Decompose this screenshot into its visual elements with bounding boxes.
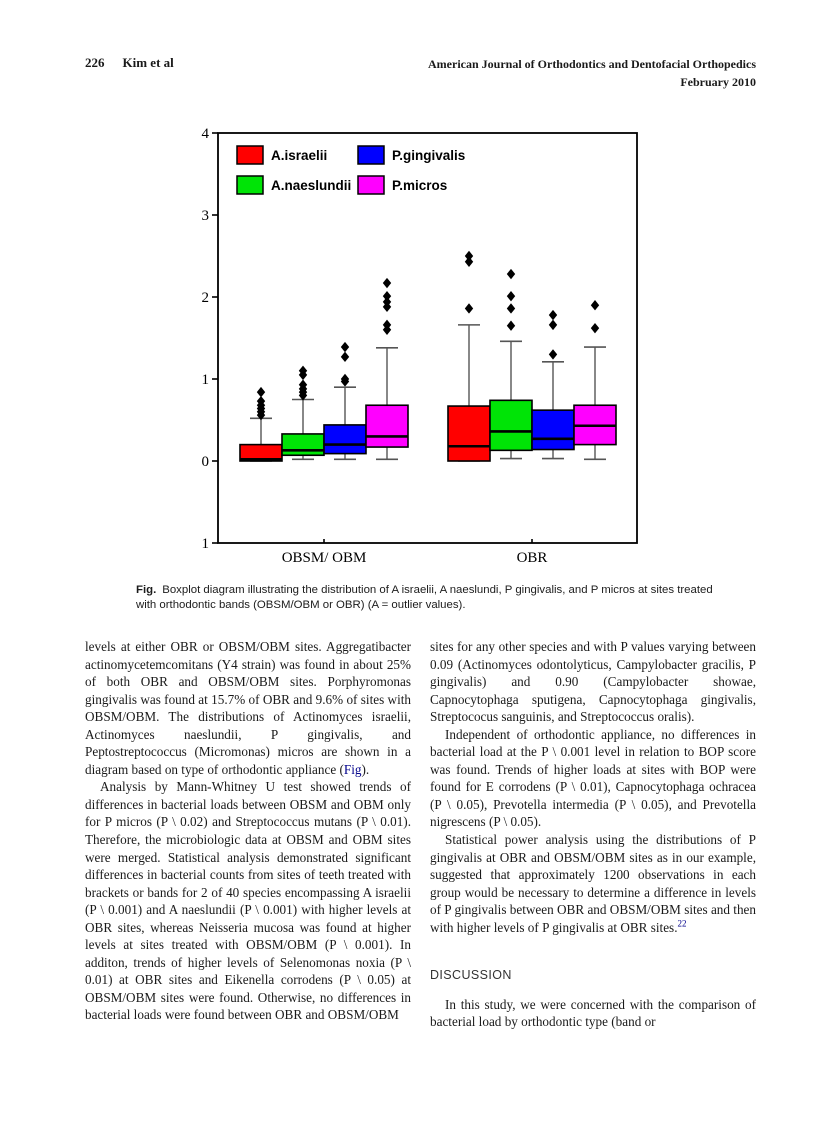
outlier-point [548,319,558,331]
figure-caption-text: Boxplot diagram illustrating the distrib… [136,584,713,612]
outlier-point [506,268,516,280]
legend-label: A.naeslundii [271,178,351,193]
outlier-point [464,250,474,262]
paragraph: levels at either OBR or OBSM/OBM sites. … [85,638,411,778]
box-A.naeslundii-obr [489,268,533,460]
text-run: Independent of orthodontic appliance, no… [430,726,756,830]
box-P.gingivalis-obsm-obm [323,341,367,461]
outlier-point [382,296,392,308]
legend-swatch [236,145,264,165]
outlier-point [382,277,392,289]
outlier-point [298,365,308,376]
y-tick-label: 2 [202,290,210,306]
text-run: Analysis by Mann-Whitney U test showed t… [85,779,411,1023]
outlier-point [340,341,350,353]
section-heading: DISCUSSION [430,968,512,983]
paragraph: Independent of orthodontic appliance, no… [430,726,756,831]
figure-caption: Fig. Boxplot diagram illustrating the dis… [136,583,714,614]
outlier-point [464,256,474,267]
page-number: 226 [85,55,105,70]
outlier-point [548,309,558,321]
outlier-point [256,395,266,407]
y-tick-label: 1 [202,372,210,388]
outlier-point [340,373,350,385]
text-run: Statistical power analysis using the dis… [430,832,756,935]
text-run: levels at either OBR or OBSM/OBM sites. … [85,639,411,777]
legend-label: P.micros [392,178,447,193]
outlier-point [464,303,474,314]
box-P.micros-obsm-obm [365,277,409,461]
y-tick-label: 0 [202,454,210,470]
text-run: ). [361,761,370,777]
outlier-point [590,322,600,334]
outlier-point [382,290,392,302]
x-tick-label: OBR [517,550,548,566]
outlier-point [256,386,266,398]
paragraph: In this study, we were concerned with th… [430,996,756,1031]
box-A.israelii-obr [447,250,491,462]
journal-title: American Journal of Orthodontics and Den… [428,57,756,71]
outlier-point [506,303,516,314]
boxplot-chart: - 1 0 1 2 3 4 OBSM/ OBM OBR A.israelii A.naeslund… [193,126,638,566]
box-A.israelii-obsm-obm [239,386,283,462]
legend-label: P.gingivalis [392,148,465,163]
y-tick-label: 4 [202,126,210,142]
paragraph: Analysis by Mann-Whitney U test showed t… [85,778,411,1024]
text-run: sites for any other species and with P v… [430,639,756,725]
box-P.micros-obr [573,300,617,461]
text-run: In this study, we were concerned with th… [430,996,756,1030]
boxplot-figure: - 1 0 1 2 3 4 OBSM/ OBM OBR A.israelii A.naeslund… [193,116,662,582]
outlier-point [506,290,516,302]
paragraph: sites for any other species and with P v… [430,638,756,726]
journal-issue: February 2010 [680,75,756,89]
y-tick-label: 3 [202,208,210,224]
outlier-point [548,349,558,360]
legend-item-A.naeslundii: A.naeslundii [236,175,351,195]
legend-item-P.gingivalis: P.gingivalis [357,145,465,165]
y-tick-label: - 1 [200,536,209,552]
body-column-right: sites for any other species and with P v… [430,638,756,1031]
box-P.gingivalis-obr [531,309,575,460]
figure-caption-label: Fig. [136,584,157,596]
header-authors: Kim et al [122,55,174,70]
outlier-point [506,320,516,331]
outlier-point [382,319,392,331]
reference-22-link[interactable]: 22 [677,918,687,929]
figure-reference-link[interactable]: Fig [343,761,362,777]
legend-item-P.micros: P.micros [357,175,447,195]
paragraph: Statistical power analysis using the dis… [430,831,756,936]
legend-swatch [357,175,385,195]
plot-frame [217,132,638,544]
legend-label: A.israelii [271,148,327,163]
legend-swatch [236,175,264,195]
header-right: American Journal of Orthodontics and Den… [428,55,756,91]
box-A.naeslundii-obsm-obm [281,365,325,461]
header-left: 226 Kim et al [85,55,174,71]
legend-swatch [357,145,385,165]
outlier-point [298,379,308,390]
outlier-point [590,300,600,311]
body-column-left: levels at either OBR or OBSM/OBM sites. … [85,638,411,1024]
legend-item-A.israelii: A.israelii [236,145,327,165]
x-tick-label: OBSM/ OBM [282,550,367,566]
outlier-point [340,351,350,363]
